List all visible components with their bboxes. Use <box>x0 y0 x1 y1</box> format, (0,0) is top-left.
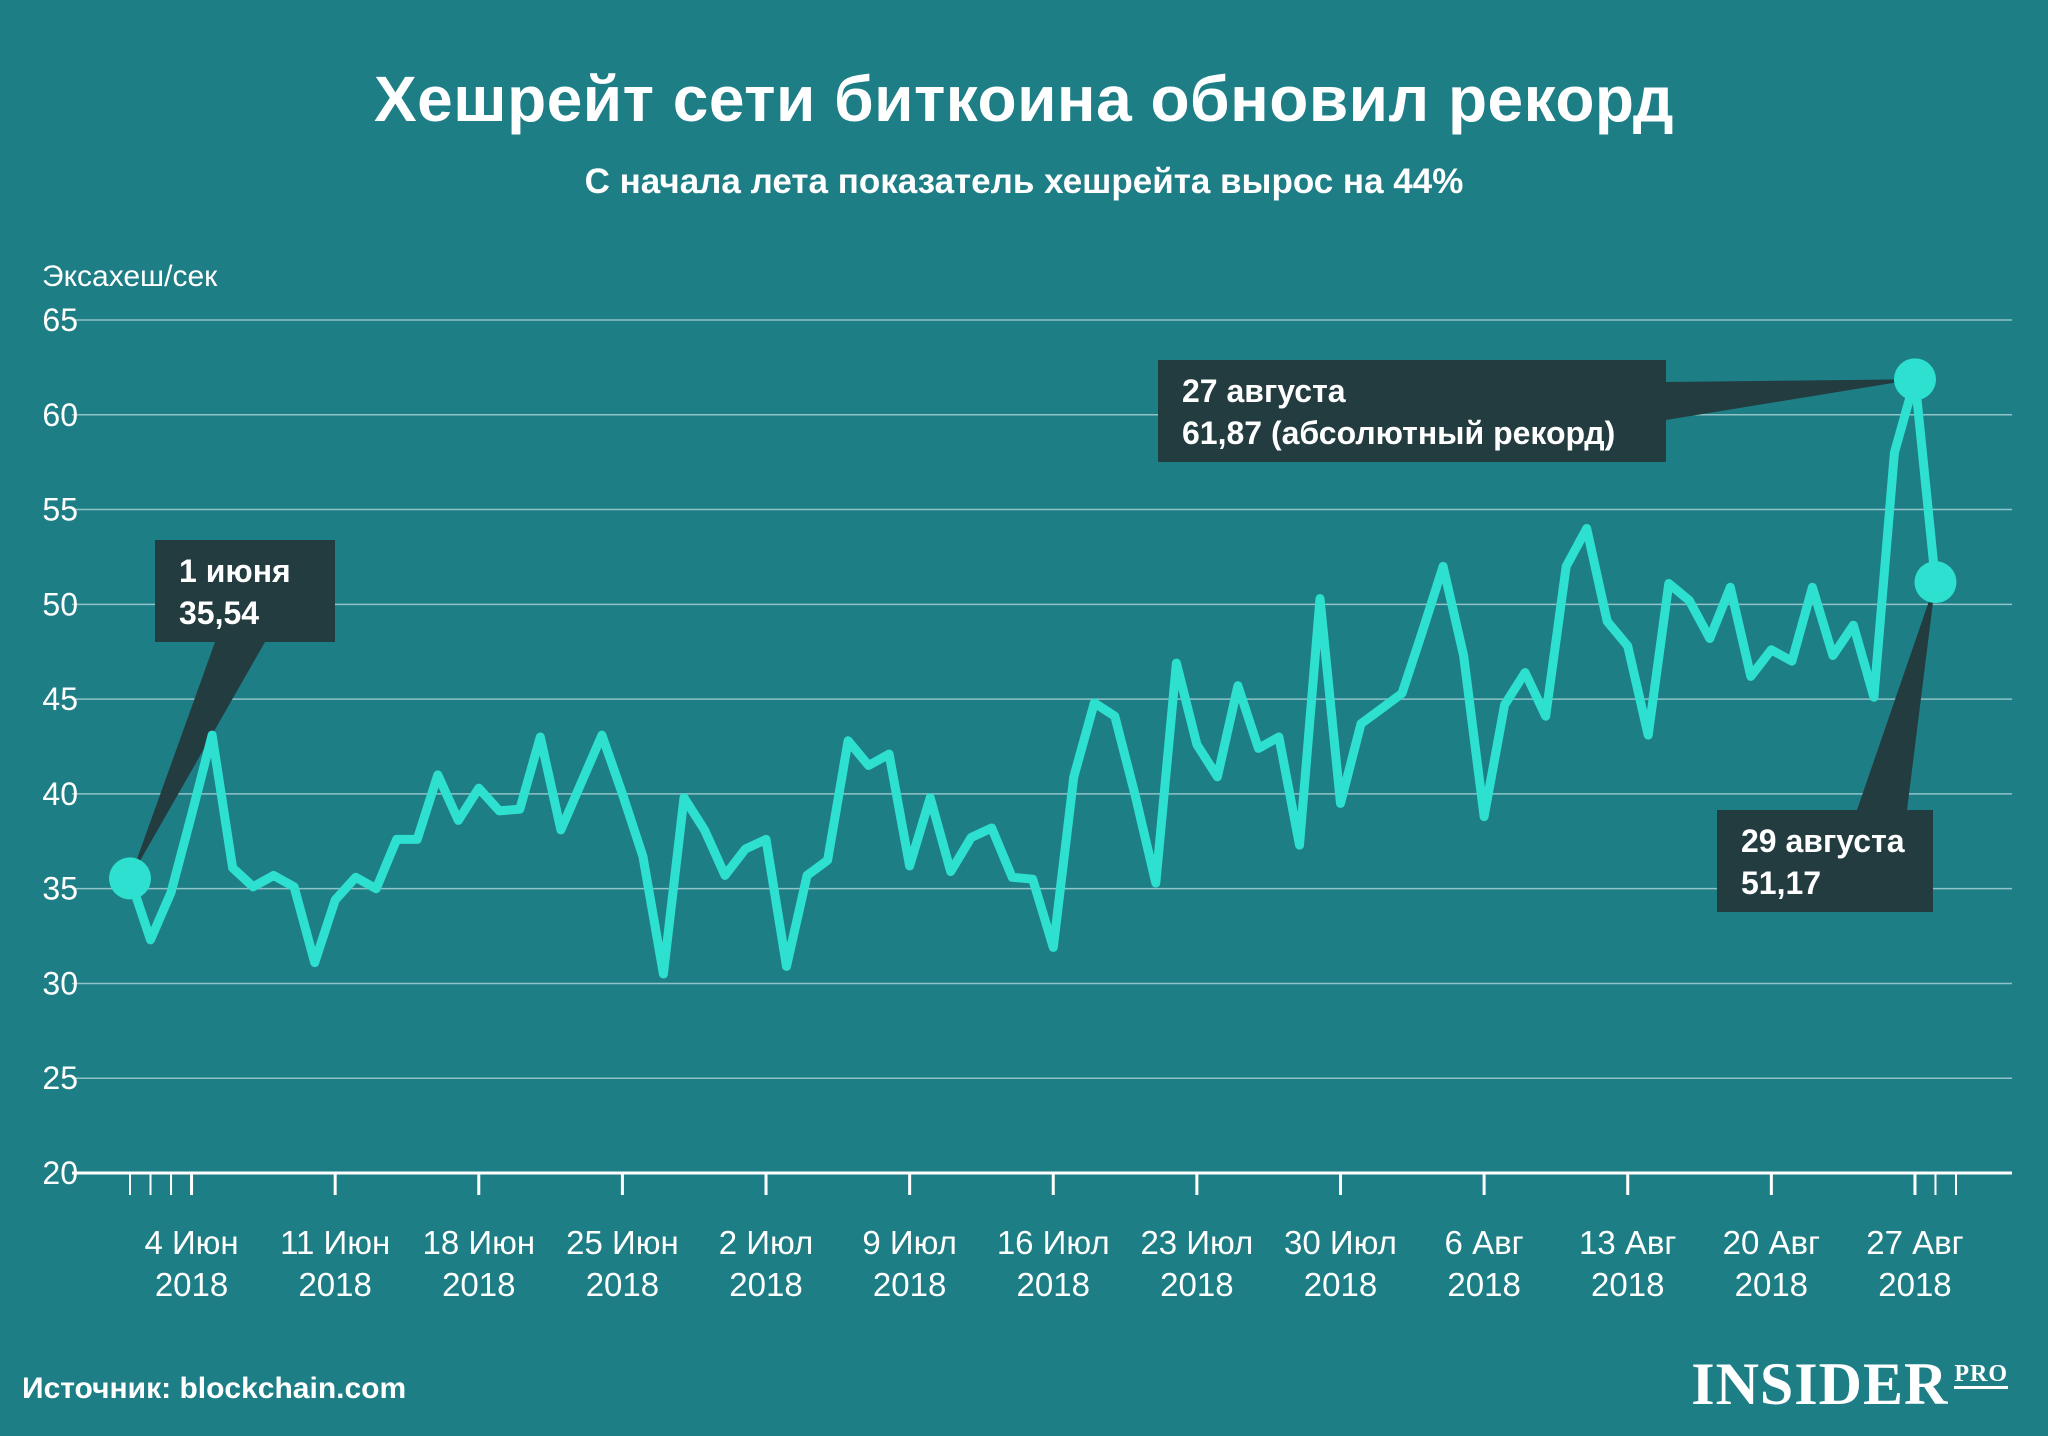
x-tick-year-2: 2018 <box>442 1266 515 1303</box>
callout-box-2 <box>1717 810 1933 912</box>
x-tick-label-9: 6 Авг <box>1445 1224 1524 1261</box>
y-tick-label-40: 40 <box>42 776 78 812</box>
series-line-hashrate <box>125 374 1940 979</box>
callout-leader-2 <box>1857 582 1936 810</box>
y-tick-label-25: 25 <box>42 1060 78 1096</box>
callout-date-0: 1 июня <box>179 553 291 589</box>
x-tick-label-4: 2 Июл <box>719 1224 814 1261</box>
y-tick-label-35: 35 <box>42 871 78 907</box>
callout-leader-1 <box>1666 379 1915 420</box>
source-note: Источник: blockchain.com <box>22 1372 407 1405</box>
x-tick-year-8: 2018 <box>1304 1266 1377 1303</box>
x-tick-year-9: 2018 <box>1447 1266 1520 1303</box>
x-tick-year-1: 2018 <box>298 1266 371 1303</box>
x-tick-label-10: 13 Авг <box>1579 1224 1676 1261</box>
callout-value-0: 35,54 <box>179 595 259 631</box>
y-tick-label-45: 45 <box>42 681 78 717</box>
y-tick-label-30: 30 <box>42 965 78 1001</box>
x-tick-year-12: 2018 <box>1878 1266 1951 1303</box>
annotation-marker-0 <box>109 857 151 900</box>
x-tick-year-5: 2018 <box>873 1266 946 1303</box>
x-tick-label-6: 16 Июл <box>997 1224 1110 1261</box>
x-tick-label-0: 4 Июн <box>144 1224 238 1261</box>
x-tick-year-10: 2018 <box>1591 1266 1664 1303</box>
x-tick-year-7: 2018 <box>1160 1266 1233 1303</box>
x-tick-label-8: 30 Июл <box>1284 1224 1397 1261</box>
callout-value-2: 51,17 <box>1741 865 1821 901</box>
x-tick-label-2: 18 Июн <box>422 1224 535 1261</box>
callout-date-1: 27 августа <box>1182 373 1346 409</box>
logo-main-text: INSIDER <box>1691 1351 1949 1417</box>
y-tick-label-60: 60 <box>42 397 78 433</box>
annotation-marker-2 <box>1914 561 1957 604</box>
x-tick-label-12: 27 Авг <box>1866 1224 1963 1261</box>
x-tick-year-4: 2018 <box>729 1266 802 1303</box>
x-tick-label-1: 11 Июн <box>280 1224 390 1261</box>
x-tick-year-3: 2018 <box>586 1266 659 1303</box>
x-tick-year-0: 2018 <box>155 1266 228 1303</box>
x-tick-year-11: 2018 <box>1735 1266 1808 1303</box>
y-axis-label: Эксахеш/сек <box>42 260 218 293</box>
chart-subtitle: С начала лета показатель хешрейта вырос … <box>584 162 1464 201</box>
callout-box-1 <box>1158 360 1666 462</box>
x-tick-year-6: 2018 <box>1017 1266 1090 1303</box>
logo-sup-text: PRO <box>1954 1361 2008 1389</box>
callout-box-0 <box>155 540 335 642</box>
x-tick-label-5: 9 Июл <box>862 1224 957 1261</box>
y-tick-label-65: 65 <box>42 302 78 338</box>
y-tick-label-55: 55 <box>42 492 78 528</box>
callout-value-1: 61,87 (абсолютный рекорд) <box>1182 415 1615 451</box>
y-tick-label-50: 50 <box>42 586 78 622</box>
x-tick-label-7: 23 Июл <box>1140 1224 1253 1261</box>
callout-leader-0 <box>130 642 265 879</box>
chart-title: Хешрейт сети биткоина обновил рекорд <box>373 63 1675 135</box>
annotation-marker-1 <box>1893 358 1936 401</box>
x-tick-label-3: 25 Июн <box>566 1224 679 1261</box>
x-tick-label-11: 20 Авг <box>1723 1224 1820 1261</box>
callout-date-2: 29 августа <box>1741 823 1905 859</box>
insider-pro-logo: INSIDER PRO <box>1691 1350 2008 1419</box>
